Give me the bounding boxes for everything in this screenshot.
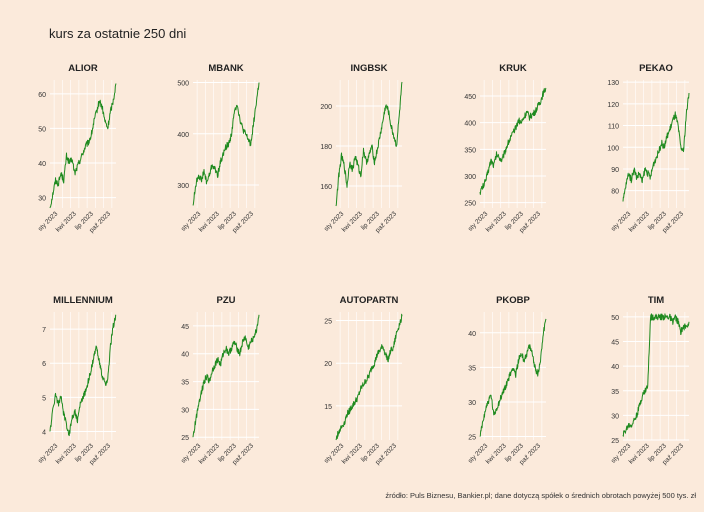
panel-title: PEKAO bbox=[639, 63, 673, 74]
y-tick-label: 160 bbox=[320, 184, 332, 191]
price-line bbox=[622, 313, 690, 437]
price-line bbox=[192, 314, 260, 438]
price-line bbox=[335, 313, 403, 441]
x-tick-label: kwi 2023 bbox=[55, 442, 78, 465]
y-tick-label: 4 bbox=[42, 429, 46, 436]
y-tick-label: 25 bbox=[324, 319, 332, 326]
x-tick-label: kwi 2023 bbox=[198, 210, 221, 233]
panel-title: MILLENNIUM bbox=[53, 295, 113, 306]
panel-title: TIM bbox=[648, 295, 664, 306]
x-tick-label: kwi 2023 bbox=[341, 442, 364, 465]
x-tick-label: kwi 2023 bbox=[341, 210, 364, 233]
y-tick-label: 25 bbox=[611, 438, 619, 445]
y-tick-label: 450 bbox=[464, 94, 476, 101]
y-tick-label: 40 bbox=[468, 331, 476, 338]
y-tick-label: 110 bbox=[608, 124, 619, 131]
y-tick-label: 50 bbox=[611, 315, 619, 322]
y-tick-label: 30 bbox=[468, 400, 476, 407]
y-tick-label: 40 bbox=[38, 161, 46, 168]
x-tick-label: kwi 2023 bbox=[628, 442, 651, 465]
y-tick-label: 5 bbox=[42, 395, 46, 402]
y-tick-label: 20 bbox=[324, 361, 332, 368]
price-line bbox=[192, 82, 260, 206]
y-tick-label: 120 bbox=[607, 102, 619, 109]
y-tick-label: 400 bbox=[177, 132, 189, 139]
source-note: źródło: Puls Biznesu, Bankier.pl; dane d… bbox=[385, 491, 696, 500]
y-tick-label: 130 bbox=[607, 80, 619, 87]
price-line bbox=[479, 318, 547, 437]
y-tick-label: 15 bbox=[324, 404, 332, 411]
y-tick-label: 30 bbox=[611, 413, 619, 420]
y-tick-label: 300 bbox=[464, 174, 476, 181]
y-tick-label: 90 bbox=[611, 167, 619, 174]
panel-title: INGBSK bbox=[351, 63, 388, 74]
y-tick-label: 100 bbox=[607, 145, 619, 152]
y-tick-label: 45 bbox=[611, 340, 619, 347]
y-tick-label: 7 bbox=[42, 327, 46, 334]
y-tick-label: 30 bbox=[181, 407, 189, 414]
y-tick-label: 500 bbox=[177, 81, 189, 88]
x-tick-label: kwi 2023 bbox=[628, 210, 651, 233]
y-tick-label: 40 bbox=[181, 352, 189, 359]
price-line bbox=[49, 314, 117, 437]
y-tick-label: 350 bbox=[464, 147, 476, 154]
y-tick-label: 35 bbox=[181, 380, 189, 387]
y-tick-label: 400 bbox=[464, 121, 476, 128]
y-tick-label: 30 bbox=[38, 196, 46, 203]
y-tick-label: 45 bbox=[181, 324, 189, 331]
x-tick-label: kwi 2023 bbox=[485, 442, 508, 465]
price-line bbox=[49, 83, 117, 209]
y-tick-label: 35 bbox=[468, 365, 476, 372]
y-tick-label: 300 bbox=[177, 183, 189, 190]
panel-title: AUTOPARTN bbox=[340, 295, 399, 306]
y-tick-label: 180 bbox=[320, 144, 332, 151]
y-tick-label: 25 bbox=[468, 435, 476, 442]
panel-title: PKOBP bbox=[496, 295, 530, 306]
x-tick-label: kwi 2023 bbox=[485, 210, 508, 233]
panel-title: PZU bbox=[217, 295, 236, 306]
y-tick-label: 35 bbox=[611, 389, 619, 396]
y-tick-label: 6 bbox=[42, 361, 46, 368]
price-line bbox=[335, 81, 403, 207]
y-tick-label: 60 bbox=[38, 92, 46, 99]
price-line bbox=[622, 92, 690, 202]
x-tick-label: kwi 2023 bbox=[55, 210, 78, 233]
y-tick-label: 200 bbox=[320, 104, 332, 111]
chart-title: kurs za ostatnie 250 dni bbox=[49, 26, 187, 41]
y-tick-label: 40 bbox=[611, 364, 619, 371]
y-tick-label: 50 bbox=[38, 126, 46, 133]
price-line bbox=[479, 87, 547, 195]
x-tick-label: kwi 2023 bbox=[198, 442, 221, 465]
y-tick-label: 80 bbox=[611, 189, 619, 196]
y-tick-label: 25 bbox=[181, 435, 189, 442]
panel-title: KRUK bbox=[499, 63, 527, 74]
panel-title: MBANK bbox=[208, 63, 243, 74]
panel-title: ALIOR bbox=[68, 63, 98, 74]
y-tick-label: 250 bbox=[464, 201, 476, 208]
